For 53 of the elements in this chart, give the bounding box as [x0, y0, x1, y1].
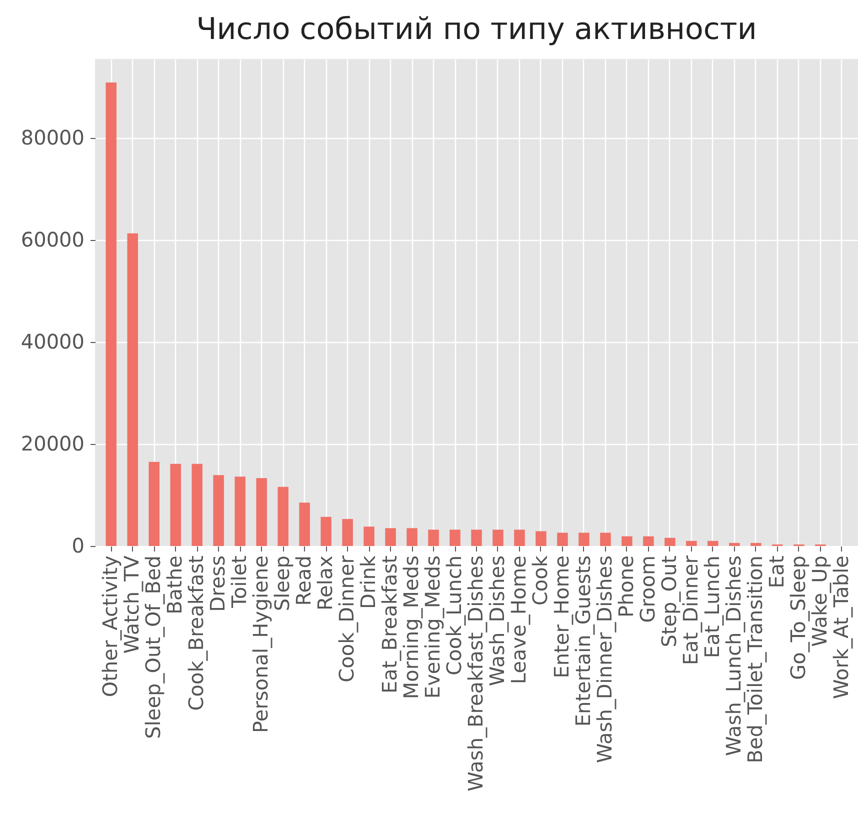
bar: [450, 530, 460, 546]
x-tick-label: Enter_Home: [549, 556, 574, 678]
bar: [578, 532, 590, 546]
bar: [750, 542, 762, 546]
x-tick-label: Eat: [764, 555, 788, 588]
bar: [127, 233, 138, 546]
y-tick-label: 20000: [20, 432, 84, 456]
y-tick-label: 80000: [20, 126, 84, 150]
x-tick-label: Drink: [356, 555, 380, 609]
x-tick-label: Groom: [635, 556, 660, 623]
bar: [664, 538, 676, 546]
bar: [106, 82, 116, 546]
bar: [406, 528, 418, 546]
x-tick-label: Relax: [313, 555, 338, 610]
bar: [170, 464, 181, 546]
x-tick-label: Cook: [528, 555, 552, 606]
y-tick-label: 0: [72, 534, 84, 558]
bar: [278, 486, 288, 546]
bar: [600, 532, 611, 546]
bar: [320, 516, 332, 546]
y-tick-label: 40000: [20, 330, 84, 354]
bar: [643, 536, 654, 546]
x-tick-label: Toilet: [227, 555, 252, 609]
bar: [557, 532, 568, 546]
x-tick-label: Cook_Breakfast: [184, 555, 208, 711]
x-tick-label: Eat_Breakfast: [378, 555, 402, 694]
bar: [492, 530, 504, 546]
bar: [514, 530, 525, 546]
bar: [428, 530, 439, 546]
x-tick-label: Cook_Dinner: [334, 554, 359, 682]
bar: [148, 462, 160, 546]
x-tick-label: Dress: [206, 556, 230, 612]
x-tick-label: Step_Out: [656, 555, 681, 648]
y-tick-label: 60000: [20, 228, 84, 252]
bar: [364, 526, 374, 546]
bar: [299, 502, 310, 546]
bar: [192, 464, 202, 546]
bar: [622, 536, 632, 546]
bar: [729, 542, 740, 546]
x-tick-label: Phone: [614, 556, 638, 618]
bar: [471, 530, 482, 546]
bar: [385, 528, 396, 546]
bar: [686, 540, 697, 546]
x-tick-label: Other_Activity: [98, 555, 122, 698]
bar: [213, 475, 224, 546]
bar: [342, 518, 353, 546]
bar: [536, 531, 546, 546]
x-tick-label: Go_To_Sleep: [786, 556, 810, 680]
chart-title: Число событий по типу активности: [196, 12, 757, 47]
bar: [708, 540, 718, 546]
bar: [234, 476, 246, 546]
bar: [256, 478, 267, 546]
x-tick-label: Personal_Hygiene: [248, 556, 273, 733]
